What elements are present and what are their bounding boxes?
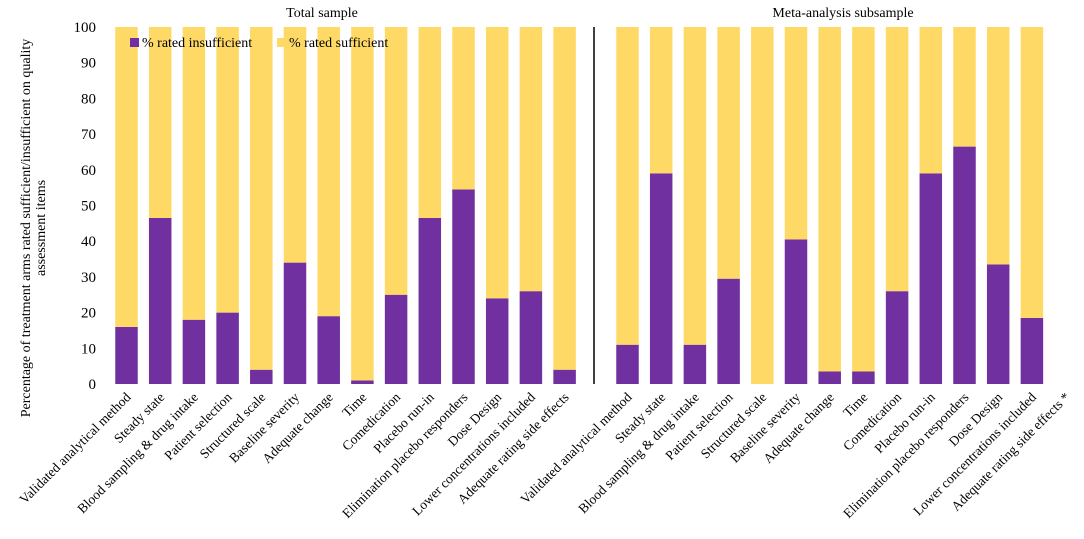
y-axis-label-line-2: assessment items [34, 180, 49, 276]
bar-segment [1020, 317, 1044, 384]
category-label: Time [339, 390, 369, 420]
bar-segment [953, 27, 976, 147]
bar-segment [683, 344, 707, 384]
bar-segment [784, 239, 808, 384]
bar-segment [953, 146, 976, 384]
bar-segment [784, 27, 808, 240]
legend-swatch-sufficient [277, 38, 286, 47]
bar-segment [919, 27, 943, 174]
bar-segment [852, 371, 875, 384]
legend-swatch-insufficient [130, 38, 139, 47]
bar-segment [250, 369, 273, 384]
bar-segment [115, 27, 138, 327]
y-tick-label: 60 [81, 163, 96, 179]
bar-segment [485, 27, 509, 299]
bar-segment [283, 262, 307, 384]
bars [115, 27, 1044, 384]
legend-label-insufficient: % rated insufficient [142, 36, 252, 51]
category-label: Time [840, 390, 870, 420]
panel-title-total: Total sample [286, 6, 358, 21]
y-tick-label: 50 [81, 199, 96, 215]
bar-segment [519, 27, 543, 292]
bar-segment [250, 27, 273, 370]
bar-segment [919, 173, 943, 384]
bar-segment [717, 27, 740, 279]
bar-segment [616, 344, 639, 384]
bar-segment [717, 278, 740, 384]
bar-segment [182, 319, 206, 384]
bar-segment [216, 312, 239, 384]
bar-segment [148, 27, 172, 218]
legend-label-sufficient: % rated sufficient [289, 36, 388, 51]
legend: % rated insufficient % rated sufficient [130, 36, 388, 51]
panel-title-meta: Meta-analysis subsample [772, 6, 913, 21]
bar-segment [616, 27, 639, 345]
y-tick-label: 80 [81, 91, 96, 107]
bar-segment [751, 27, 774, 384]
bar-segment [351, 27, 374, 381]
y-tick-label: 10 [81, 341, 96, 357]
bar-segment [283, 27, 307, 263]
bar-segment [452, 27, 475, 190]
bar-segment [852, 27, 875, 372]
y-tick-label: 70 [81, 127, 96, 143]
y-tick-label: 90 [81, 56, 96, 72]
y-axis-ticks: 0 10 20 30 40 50 60 70 80 90 100 [74, 20, 97, 393]
bar-segment [885, 291, 909, 384]
bar-segment [818, 371, 841, 384]
bar-segment [351, 380, 374, 384]
y-axis-label: Percentage of treatment arms rated suffi… [19, 39, 49, 418]
category-label: Validated analytical method [517, 389, 634, 506]
bar-segment [553, 369, 576, 384]
y-tick-label: 20 [81, 306, 96, 322]
bar-segment [418, 218, 442, 384]
y-tick-label: 40 [81, 234, 96, 250]
bar-segment [649, 27, 673, 174]
bar-segment [1020, 27, 1044, 318]
y-axis-label-line-1: Percentage of treatment arms rated suffi… [19, 39, 34, 418]
bar-segment [115, 326, 138, 384]
bar-segment [485, 298, 509, 384]
bar-segment [317, 27, 340, 317]
bar-segment [182, 27, 206, 320]
bar-segment [519, 291, 543, 384]
bar-segment [818, 27, 841, 372]
bar-segment [384, 27, 408, 295]
bar-segment [649, 173, 673, 384]
bar-segment [683, 27, 707, 345]
bar-segment [317, 316, 340, 384]
y-tick-label: 100 [74, 20, 97, 36]
bar-segment [885, 27, 909, 292]
bar-segment [986, 27, 1010, 265]
bar-segment [452, 189, 475, 384]
bar-segment [148, 218, 172, 384]
bar-segment [418, 27, 442, 218]
y-tick-label: 0 [89, 377, 97, 393]
bar-segment [216, 27, 239, 313]
category-label: Validated analytical method [16, 389, 133, 506]
bar-segment [384, 294, 408, 384]
y-tick-label: 30 [81, 270, 96, 286]
bar-segment [986, 264, 1010, 384]
bar-segment [553, 27, 576, 370]
